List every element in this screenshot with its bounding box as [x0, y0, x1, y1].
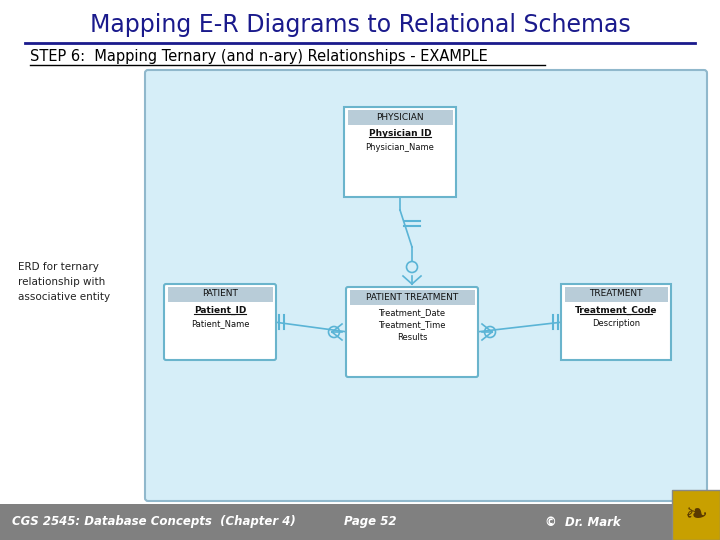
Text: Treatment_Code: Treatment_Code: [575, 306, 657, 315]
FancyBboxPatch shape: [164, 284, 276, 360]
Bar: [348, 110, 452, 125]
FancyBboxPatch shape: [561, 284, 671, 360]
FancyBboxPatch shape: [344, 107, 456, 197]
Bar: [168, 287, 272, 302]
FancyBboxPatch shape: [346, 287, 478, 377]
Text: PATIENT TREATMENT: PATIENT TREATMENT: [366, 293, 458, 301]
Text: ERD for ternary
relationship with
associative entity: ERD for ternary relationship with associ…: [18, 262, 110, 302]
Bar: [349, 290, 474, 305]
Bar: [672, 490, 720, 540]
Text: Physician_Name: Physician_Name: [366, 143, 434, 152]
Bar: [0, 504, 672, 540]
Text: ❧: ❧: [685, 501, 708, 529]
Text: Treatment_Date: Treatment_Date: [379, 308, 446, 318]
Text: Treatment_Time: Treatment_Time: [378, 321, 446, 329]
Text: ©  Dr. Mark: © Dr. Mark: [545, 516, 621, 529]
FancyBboxPatch shape: [145, 70, 707, 501]
Text: Description: Description: [592, 320, 640, 328]
Text: Patient_ID: Patient_ID: [194, 306, 246, 315]
Text: Page 52: Page 52: [343, 516, 396, 529]
Text: Patient_Name: Patient_Name: [191, 320, 249, 328]
Bar: [564, 287, 667, 302]
Text: Mapping E-R Diagrams to Relational Schemas: Mapping E-R Diagrams to Relational Schem…: [89, 13, 631, 37]
Text: PATIENT: PATIENT: [202, 289, 238, 299]
Text: CGS 2545: Database Concepts  (Chapter 4): CGS 2545: Database Concepts (Chapter 4): [12, 516, 296, 529]
Text: Results: Results: [397, 333, 427, 341]
Text: Physician ID: Physician ID: [369, 129, 431, 138]
Text: PHYSICIAN: PHYSICIAN: [376, 112, 424, 122]
Text: TREATMENT: TREATMENT: [589, 289, 643, 299]
Text: STEP 6:  Mapping Ternary (and n-ary) Relationships - EXAMPLE: STEP 6: Mapping Ternary (and n-ary) Rela…: [30, 50, 487, 64]
